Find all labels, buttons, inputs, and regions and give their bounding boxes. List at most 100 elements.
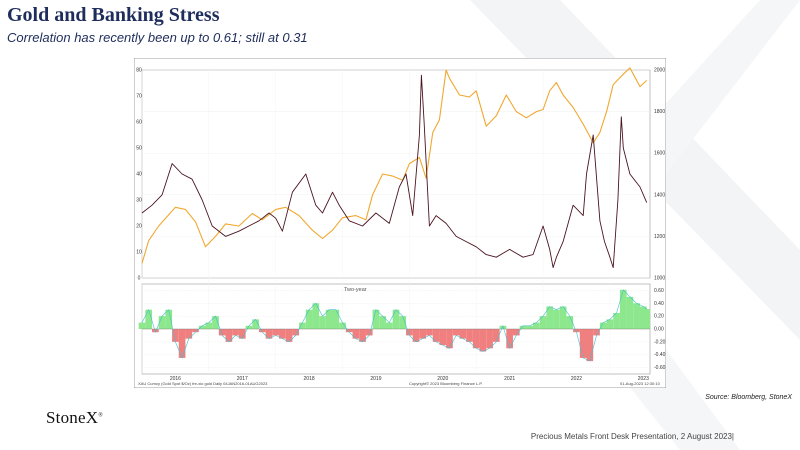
lower-axis-tick-label: -0.40 [654, 352, 666, 358]
correlation-bar [152, 329, 159, 333]
right-axis-tick-label: 1600 [654, 151, 665, 157]
correlation-bar [619, 289, 627, 329]
correlation-bar [145, 309, 153, 329]
correlation-bar [606, 319, 614, 329]
page-subtitle: Correlation has recently been up to 0.61… [7, 30, 308, 45]
x-axis-tick-label: 2023 [638, 376, 649, 382]
correlation-bar [165, 309, 173, 329]
left-axis-tick-label: 40 [136, 172, 142, 178]
left-axis-tick-label: 70 [136, 94, 142, 100]
correlation-bar [305, 309, 313, 329]
x-axis-tick-label: 2016 [170, 376, 181, 382]
correlation-bar [178, 329, 186, 358]
lower-axis-tick-label: 0.40 [654, 301, 664, 307]
right-axis-tick-label: 1200 [654, 234, 665, 240]
lower-axis-tick-label: 0.60 [654, 288, 664, 294]
chart-svg: 0 10 20 30 40 50 60 70 80 1000 1200 1400 1600 1800 200… [133, 57, 667, 389]
correlation-bar [539, 316, 547, 329]
correlation-bar [553, 309, 560, 329]
correlation-bar [192, 329, 199, 333]
correlation-bar [265, 329, 273, 339]
correlation-bar [412, 329, 420, 342]
correlation-bar [432, 329, 440, 342]
left-axis-tick-label: 0 [138, 276, 141, 282]
correlation-bar [345, 329, 353, 333]
correlation-bar [365, 329, 373, 336]
correlation-bar [593, 329, 600, 336]
x-axis-tick-label: 2021 [504, 376, 515, 382]
left-axis-tick-label: 60 [136, 120, 142, 126]
stonex-logo: StoneX® [46, 408, 103, 428]
correlation-bar [499, 325, 507, 329]
correlation-bar [506, 329, 513, 349]
correlation-bar [479, 329, 487, 352]
status-right: 01-Aug-2023 12:30:10 [620, 381, 661, 386]
correlation-bar [579, 329, 587, 358]
correlation-bar [352, 329, 360, 339]
right-axis-tick-label: 1800 [654, 109, 665, 115]
correlation-bar [533, 322, 540, 329]
left-axis-tick-label: 30 [136, 198, 142, 204]
correlation-bar [172, 329, 179, 342]
correlation-bar [546, 306, 554, 329]
page-title: Gold and Banking Stress [7, 4, 220, 26]
correlation-window-label: Two-year [344, 287, 367, 293]
correlation-line [141, 289, 647, 362]
x-axis-tick-label: 2017 [237, 376, 248, 382]
correlation-bar [419, 329, 427, 339]
correlation-bar [385, 322, 393, 329]
correlation-bar [446, 329, 453, 349]
correlation-bar [285, 329, 293, 342]
correlation-bar [439, 329, 447, 346]
correlation-bar [586, 329, 594, 362]
logo-text: StoneX [46, 408, 99, 427]
correlation-bar [359, 329, 366, 342]
correlation-bar [252, 319, 259, 329]
correlation-bar [238, 329, 246, 339]
correlation-bar [312, 303, 320, 329]
correlation-bar [292, 329, 300, 336]
status-left: XAU Curncy (Gold Spot $/Oz) fre-xio gold… [138, 381, 268, 386]
correlation-bar [526, 325, 534, 329]
gold-price-line [141, 67, 648, 264]
x-axis-tick-label: 2019 [370, 376, 381, 382]
correlation-bar [613, 312, 620, 329]
x-axis-tick-label: 2020 [437, 376, 448, 382]
bloomberg-chart: 0 10 20 30 40 50 60 70 80 1000 1200 1400 1600 1800 200… [133, 57, 667, 389]
correlation-bar [299, 322, 306, 329]
left-axis-tick-label: 20 [136, 224, 142, 230]
footer-text: Precious Metals Front Desk Presentation,… [530, 432, 734, 441]
status-center: Copyright© 2023 Bloomberg Finance L.P. [409, 381, 483, 386]
correlation-bar [225, 329, 233, 342]
correlation-bar [138, 322, 146, 329]
correlation-bar [452, 329, 460, 336]
correlation-bar [399, 316, 407, 329]
correlation-bar [372, 309, 380, 329]
correlation-bar [472, 329, 480, 349]
correlation-bar [512, 329, 520, 336]
lower-axis-tick-label: -0.60 [654, 365, 666, 371]
correlation-bar [258, 329, 266, 333]
lower-axis-tick-label: 0.20 [654, 314, 664, 320]
lower-axis-tick-label: 0.00 [654, 327, 664, 333]
correlation-bar [573, 329, 580, 333]
correlation-bar [218, 329, 226, 336]
correlation-bar [212, 316, 219, 329]
correlation-bar [643, 309, 650, 329]
correlation-bar [245, 325, 253, 329]
correlation-bar [158, 316, 166, 329]
correlation-bar [406, 329, 413, 336]
left-axis-tick-label: 50 [136, 146, 142, 152]
correlation-bar [519, 325, 527, 329]
right-axis-tick-label: 1400 [654, 192, 665, 198]
lower-axis-tick-label: -0.20 [654, 339, 666, 345]
left-axis-tick-label: 10 [136, 250, 142, 256]
correlation-bar [232, 329, 239, 336]
correlation-bar [319, 316, 326, 329]
correlation-bar [198, 325, 206, 329]
correlation-bar [185, 329, 193, 339]
correlation-bar [379, 316, 386, 329]
correlation-bar [426, 329, 433, 336]
left-axis-tick-label: 80 [136, 68, 142, 74]
x-axis-tick-label: 2022 [571, 376, 582, 382]
